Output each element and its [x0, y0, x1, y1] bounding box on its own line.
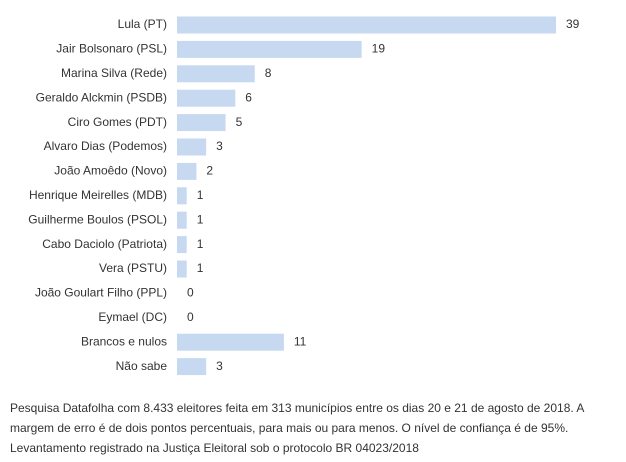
bar [177, 333, 284, 351]
category-label: Brancos e nulos [81, 334, 167, 348]
value-label: 8 [265, 66, 272, 80]
bar [177, 187, 187, 205]
value-label: 0 [187, 310, 194, 324]
bar [177, 211, 187, 229]
bar [177, 358, 207, 376]
chart-caption: Pesquisa Datafolha com 8.433 eleitores f… [10, 398, 616, 458]
value-label: 5 [236, 115, 243, 129]
value-label: 3 [216, 359, 223, 373]
category-label: Jair Bolsonaro (PSL) [56, 42, 167, 56]
category-label: Guilherme Boulos (PSOL) [28, 212, 167, 226]
value-label: 1 [197, 188, 204, 202]
value-label: 39 [566, 17, 580, 31]
category-label: Lula (PT) [118, 17, 167, 31]
value-label: 3 [216, 139, 223, 153]
value-label: 0 [187, 286, 194, 300]
bar [177, 138, 207, 156]
bar [177, 65, 255, 83]
bar [177, 89, 236, 107]
category-label: Vera (PSTU) [99, 261, 167, 275]
caption-line-1: Pesquisa Datafolha com 8.433 eleitores f… [10, 401, 585, 415]
caption-line-2: margem de erro é de dois pontos percentu… [10, 421, 569, 435]
value-label: 19 [372, 42, 386, 56]
bar [177, 114, 226, 132]
category-label: Cabo Daciolo (Patriota) [42, 237, 167, 251]
caption-line-3: Levantamento registrado na Justiça Eleit… [10, 441, 419, 455]
category-label: Não sabe [116, 359, 168, 373]
bar [177, 260, 187, 278]
category-label: Eymael (DC) [98, 310, 167, 324]
bar-chart: Lula (PT) 39 Jair Bolsonaro (PSL) 19 Marina … [28, 16, 580, 376]
value-label: 6 [245, 90, 252, 104]
value-label: 1 [197, 261, 204, 275]
value-label: 1 [197, 212, 204, 226]
value-label: 1 [197, 237, 204, 251]
category-label: Henrique Meirelles (MDB) [29, 188, 167, 202]
category-label: João Amoêdo (Novo) [54, 164, 167, 178]
bar [177, 236, 187, 254]
category-label: Marina Silva (Rede) [61, 66, 167, 80]
category-label: João Goulart Filho (PPL) [35, 286, 167, 300]
bar [177, 16, 556, 34]
bar [177, 40, 362, 58]
value-label: 11 [294, 334, 307, 348]
category-label: Ciro Gomes (PDT) [68, 115, 167, 129]
category-label: Geraldo Alckmin (PSDB) [36, 90, 167, 104]
value-label: 2 [206, 164, 213, 178]
category-label: Alvaro Dias (Podemos) [44, 139, 167, 153]
bar [177, 162, 197, 180]
